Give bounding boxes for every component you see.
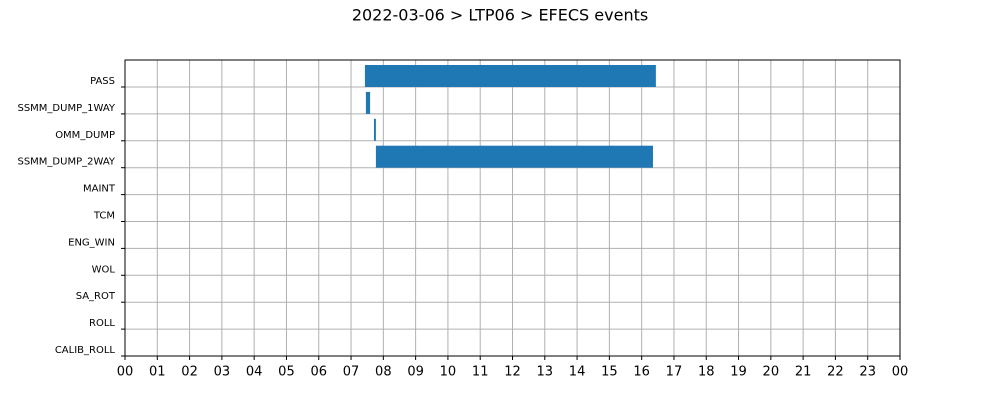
plot-frame xyxy=(124,59,901,357)
x-tick-label: 01 xyxy=(149,365,166,380)
y-tick-label: CALIB_ROLL xyxy=(55,345,116,356)
x-tick-label: 11 xyxy=(472,365,489,380)
y-tick-label: TCM xyxy=(93,211,115,222)
chart-title: 2022-03-06 > LTP06 > EFECS events xyxy=(352,6,648,25)
x-tick-label: 00 xyxy=(117,365,134,380)
y-tick-label: ENG_WIN xyxy=(68,237,115,248)
y-tick-label: SA_ROT xyxy=(76,291,116,302)
x-tick-label: 13 xyxy=(537,365,554,380)
event-bar xyxy=(373,118,376,141)
x-tick-label: 16 xyxy=(633,365,650,380)
y-tick-label: OMM_DUMP xyxy=(55,130,115,141)
x-tick-label: 08 xyxy=(375,365,392,380)
x-tick-label: 09 xyxy=(407,365,424,380)
x-tick-label: 12 xyxy=(504,365,521,380)
y-tick-label: WOL xyxy=(92,264,116,275)
x-tick-label: 10 xyxy=(440,365,457,380)
x-tick-label: 15 xyxy=(601,365,618,380)
event-bar xyxy=(365,91,371,114)
x-tick-label: 06 xyxy=(310,365,327,380)
x-tick-label: 19 xyxy=(730,365,747,380)
y-tick-label: SSMM_DUMP_1WAY xyxy=(17,103,115,114)
x-tick-label: 02 xyxy=(181,365,198,380)
x-tick-label: 07 xyxy=(343,365,360,380)
x-tick-label: 03 xyxy=(214,365,231,380)
x-tick-label: 14 xyxy=(569,365,586,380)
x-tick-label: 17 xyxy=(666,365,683,380)
x-tick-label: 23 xyxy=(859,365,876,380)
event-bar xyxy=(364,65,656,87)
plot-area: 00 01 02 03 04 05 06 07 08 09 10 11 12 13 14 15 16 17 18 19… xyxy=(17,60,908,380)
x-tick-label: 04 xyxy=(246,365,263,380)
event-bar xyxy=(375,145,653,168)
y-tick-label: MAINT xyxy=(83,184,116,195)
x-tick-label: 00 xyxy=(892,365,909,380)
x-tick-label: 22 xyxy=(827,365,844,380)
y-tick-label: PASS xyxy=(90,76,115,87)
y-tick-label: SSMM_DUMP_2WAY xyxy=(17,157,115,168)
x-tick-label: 21 xyxy=(795,365,812,380)
x-tick-label: 05 xyxy=(278,365,295,380)
x-tick-label: 20 xyxy=(763,365,780,380)
x-tick-label: 18 xyxy=(698,365,715,380)
y-tick-label: ROLL xyxy=(89,318,115,329)
